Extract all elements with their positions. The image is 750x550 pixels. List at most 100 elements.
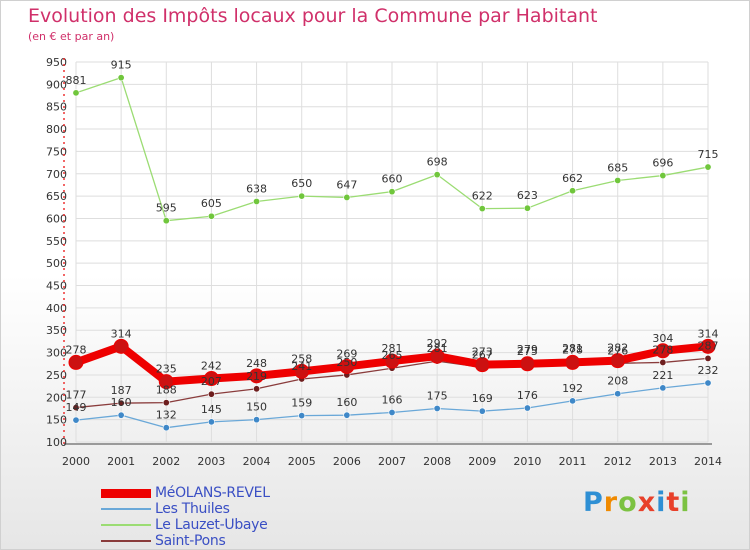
data-point	[700, 338, 716, 354]
x-tick-label: 2013	[649, 455, 677, 468]
y-tick-label: 250	[46, 369, 67, 382]
y-tick-label: 650	[46, 190, 67, 203]
data-label: 287	[698, 339, 719, 352]
x-tick-label: 2000	[62, 455, 90, 468]
x-tick-label: 2004	[243, 455, 271, 468]
data-label: 278	[652, 343, 673, 356]
data-label: 149	[66, 401, 87, 414]
y-tick-label: 900	[46, 78, 67, 91]
x-tick-label: 2008	[423, 455, 451, 468]
data-point	[162, 399, 170, 407]
x-tick-label: 2011	[559, 455, 587, 468]
data-label: 314	[698, 327, 719, 340]
data-point	[113, 338, 129, 354]
logo-letter: o	[618, 487, 638, 518]
legend-swatch	[101, 508, 151, 510]
logo-letter: P	[583, 487, 604, 518]
x-tick-label: 2006	[333, 455, 361, 468]
data-label: 235	[156, 363, 177, 376]
data-label: 662	[562, 172, 583, 185]
logo-letter: i	[680, 487, 691, 518]
data-label: 292	[427, 337, 448, 350]
data-point	[343, 193, 351, 201]
x-tick-label: 2012	[604, 455, 632, 468]
data-label: 715	[698, 148, 719, 161]
legend-swatch	[101, 540, 151, 542]
data-point	[433, 171, 441, 179]
data-label: 622	[472, 190, 493, 203]
data-label: 279	[517, 343, 538, 356]
y-tick-label: 400	[46, 302, 67, 315]
data-point	[162, 217, 170, 225]
data-point	[253, 385, 261, 393]
data-label: 160	[111, 396, 132, 409]
data-label: 219	[246, 370, 267, 383]
y-tick-label: 750	[46, 145, 67, 158]
data-label: 187	[111, 384, 132, 397]
data-point	[72, 404, 80, 412]
data-point	[659, 358, 667, 366]
data-point	[474, 357, 490, 373]
data-point	[384, 353, 400, 369]
data-point	[519, 356, 535, 372]
data-label: 159	[291, 397, 312, 410]
data-point	[343, 411, 351, 419]
data-point	[655, 343, 671, 359]
data-label: 696	[652, 157, 673, 170]
data-label: 685	[607, 161, 628, 174]
data-label: 207	[201, 375, 222, 388]
y-tick-label: 800	[46, 123, 67, 136]
data-label: 232	[698, 364, 719, 377]
y-tick-label: 550	[46, 235, 67, 248]
x-tick-label: 2007	[378, 455, 406, 468]
data-point	[249, 368, 265, 384]
data-point	[207, 390, 215, 398]
data-label: 177	[66, 389, 87, 402]
legend-label: Les Thuiles	[155, 501, 230, 517]
logo-letter: x	[637, 487, 657, 518]
data-label: 150	[246, 401, 267, 414]
data-point	[569, 187, 577, 195]
data-point	[704, 379, 712, 387]
legend-swatch	[101, 488, 151, 498]
data-point	[614, 390, 622, 398]
data-label: 241	[291, 360, 312, 373]
data-point	[72, 89, 80, 97]
data-point	[339, 358, 355, 374]
data-point	[565, 354, 581, 370]
data-label: 304	[652, 332, 673, 345]
data-label: 160	[336, 396, 357, 409]
data-label: 166	[382, 393, 403, 406]
data-label: 169	[472, 392, 493, 405]
data-label: 623	[517, 189, 538, 202]
legend-label: Le Lauzet-Ubaye	[155, 517, 268, 533]
data-point	[614, 176, 622, 184]
data-label: 175	[427, 389, 448, 402]
logo-letter: r	[603, 487, 619, 518]
data-label: 314	[111, 327, 132, 340]
data-label: 605	[201, 197, 222, 210]
chart-title: Evolution des Impôts locaux pour la Comm…	[28, 5, 598, 27]
x-tick-label: 2010	[513, 455, 541, 468]
data-label: 275	[517, 345, 538, 358]
y-tick-label: 850	[46, 101, 67, 114]
data-label: 278	[562, 343, 583, 356]
data-point	[478, 205, 486, 213]
data-label: 273	[472, 346, 493, 359]
data-label: 208	[607, 375, 628, 388]
y-tick-label: 350	[46, 324, 67, 337]
data-point	[569, 397, 577, 405]
data-label: 269	[336, 347, 357, 360]
data-label: 132	[156, 409, 177, 422]
x-tick-label: 2005	[288, 455, 316, 468]
y-tick-label: 300	[46, 347, 67, 360]
data-label: 915	[111, 59, 132, 72]
data-label: 281	[382, 342, 403, 355]
data-point	[203, 371, 219, 387]
data-label: 221	[652, 369, 673, 382]
data-label: 281	[427, 342, 448, 355]
legend-swatch	[101, 524, 151, 526]
data-label: 647	[336, 178, 357, 191]
data-label: 650	[291, 177, 312, 190]
